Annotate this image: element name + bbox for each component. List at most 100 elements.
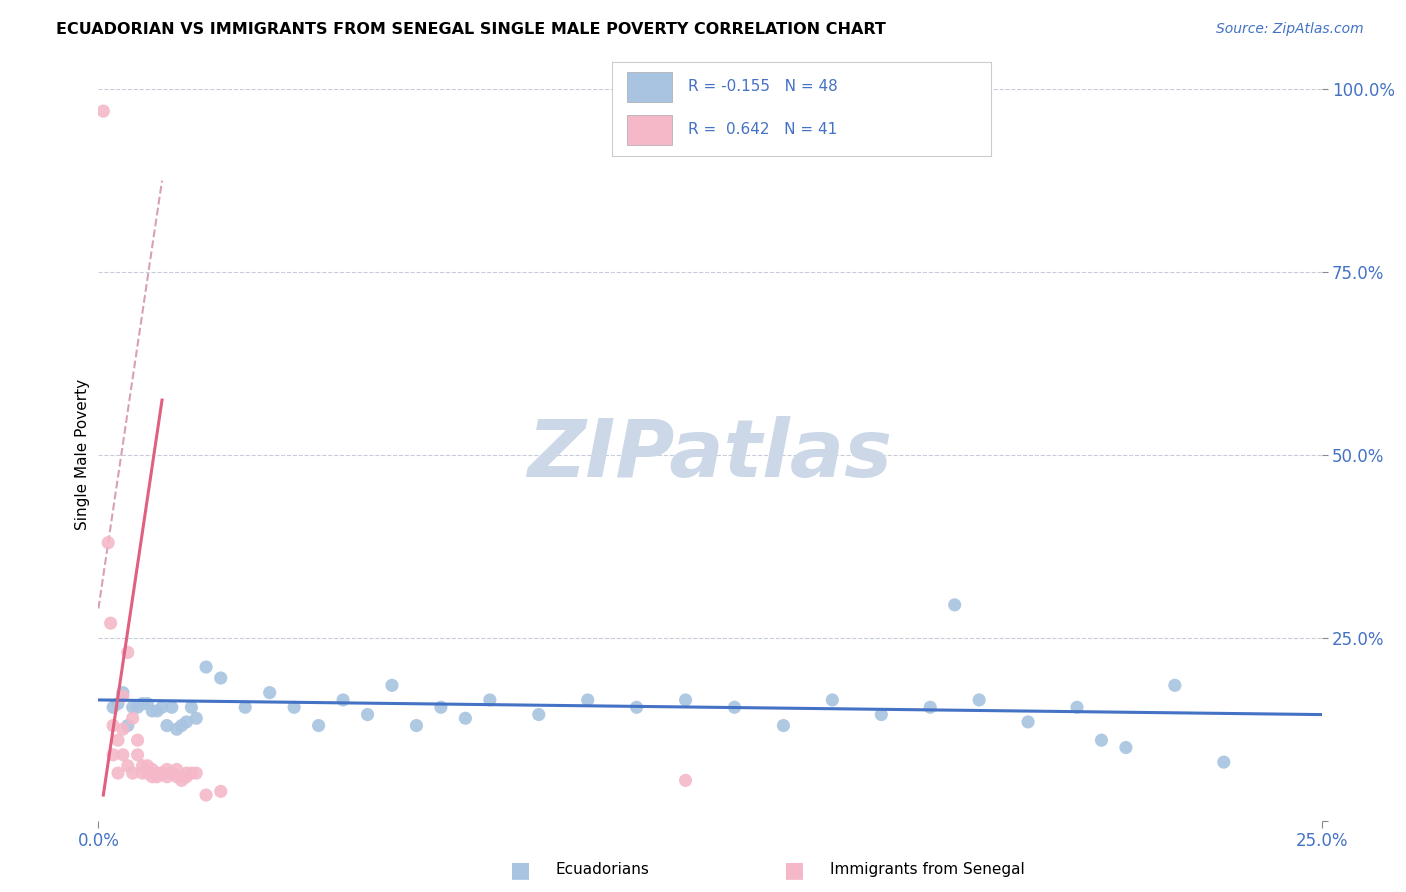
Point — [136, 758, 159, 772]
Text: R =  0.642   N = 41: R = 0.642 N = 41 — [688, 122, 837, 137]
Point — [121, 766, 143, 780]
Y-axis label: Single Male Poverty: Single Male Poverty — [75, 379, 90, 531]
Point — [1066, 700, 1088, 714]
Point — [675, 693, 697, 707]
Point — [920, 700, 942, 714]
Point — [332, 693, 354, 707]
Point — [127, 733, 149, 747]
Point — [156, 770, 179, 784]
Point — [141, 763, 163, 777]
Point — [97, 535, 120, 549]
Text: Immigrants from Senegal: Immigrants from Senegal — [830, 863, 1025, 877]
Point — [117, 718, 139, 732]
Point — [870, 707, 893, 722]
Point — [170, 718, 193, 732]
Point — [146, 704, 169, 718]
Text: ECUADORIAN VS IMMIGRANTS FROM SENEGAL SINGLE MALE POVERTY CORRELATION CHART: ECUADORIAN VS IMMIGRANTS FROM SENEGAL SI… — [56, 22, 886, 37]
Text: ■: ■ — [785, 860, 804, 880]
Point — [156, 718, 179, 732]
Point — [1115, 740, 1137, 755]
Point — [150, 700, 173, 714]
Point — [160, 766, 183, 780]
Point — [127, 700, 149, 714]
Point — [136, 766, 159, 780]
Point — [107, 733, 129, 747]
Point — [943, 598, 966, 612]
Point — [141, 770, 163, 784]
Text: ■: ■ — [510, 860, 530, 880]
Point — [160, 700, 183, 714]
Point — [150, 766, 173, 780]
Point — [405, 718, 427, 732]
Point — [101, 718, 124, 732]
Point — [111, 690, 134, 704]
Text: R = -0.155   N = 48: R = -0.155 N = 48 — [688, 79, 838, 95]
Point — [131, 758, 153, 772]
Point — [180, 700, 202, 714]
Point — [308, 718, 330, 732]
Point — [166, 770, 188, 784]
Point — [166, 723, 188, 737]
Point — [91, 104, 114, 119]
Bar — [627, 115, 672, 145]
Point — [180, 766, 202, 780]
Point — [1212, 755, 1234, 769]
Point — [675, 773, 697, 788]
Point — [131, 697, 153, 711]
Point — [233, 700, 256, 714]
Point — [259, 686, 281, 700]
Point — [107, 697, 129, 711]
Point — [478, 693, 501, 707]
Point — [186, 711, 208, 725]
Point — [381, 678, 404, 692]
Point — [209, 784, 232, 798]
Point — [283, 700, 305, 714]
Point — [146, 766, 169, 780]
Point — [772, 718, 794, 732]
Point — [821, 693, 844, 707]
Point — [723, 700, 745, 714]
Point — [101, 700, 124, 714]
Text: ZIPatlas: ZIPatlas — [527, 416, 893, 494]
Point — [146, 770, 169, 784]
Point — [136, 697, 159, 711]
Point — [176, 714, 198, 729]
Point — [356, 707, 378, 722]
Point — [170, 773, 193, 788]
Point — [100, 616, 122, 631]
Point — [101, 747, 124, 762]
Point — [186, 766, 208, 780]
Point — [527, 707, 550, 722]
Point — [967, 693, 990, 707]
Point — [121, 700, 143, 714]
Point — [111, 747, 134, 762]
Point — [150, 766, 173, 780]
Point — [1164, 678, 1187, 692]
Point — [430, 700, 453, 714]
Point — [121, 711, 143, 725]
Point — [160, 766, 183, 780]
Point — [176, 770, 198, 784]
Point — [1017, 714, 1039, 729]
Point — [117, 645, 139, 659]
Point — [111, 686, 134, 700]
Point — [176, 766, 198, 780]
Point — [117, 758, 139, 772]
Bar — [627, 72, 672, 102]
Point — [107, 766, 129, 780]
Point — [141, 704, 163, 718]
Point — [131, 766, 153, 780]
Point — [195, 660, 218, 674]
Point — [626, 700, 648, 714]
Point — [576, 693, 599, 707]
Point — [454, 711, 477, 725]
Text: Source: ZipAtlas.com: Source: ZipAtlas.com — [1216, 22, 1364, 37]
Point — [111, 723, 134, 737]
Point — [156, 763, 179, 777]
Point — [209, 671, 232, 685]
Text: Ecuadorians: Ecuadorians — [555, 863, 650, 877]
Point — [1090, 733, 1112, 747]
Point — [166, 763, 188, 777]
Point — [195, 788, 218, 802]
Point — [127, 747, 149, 762]
